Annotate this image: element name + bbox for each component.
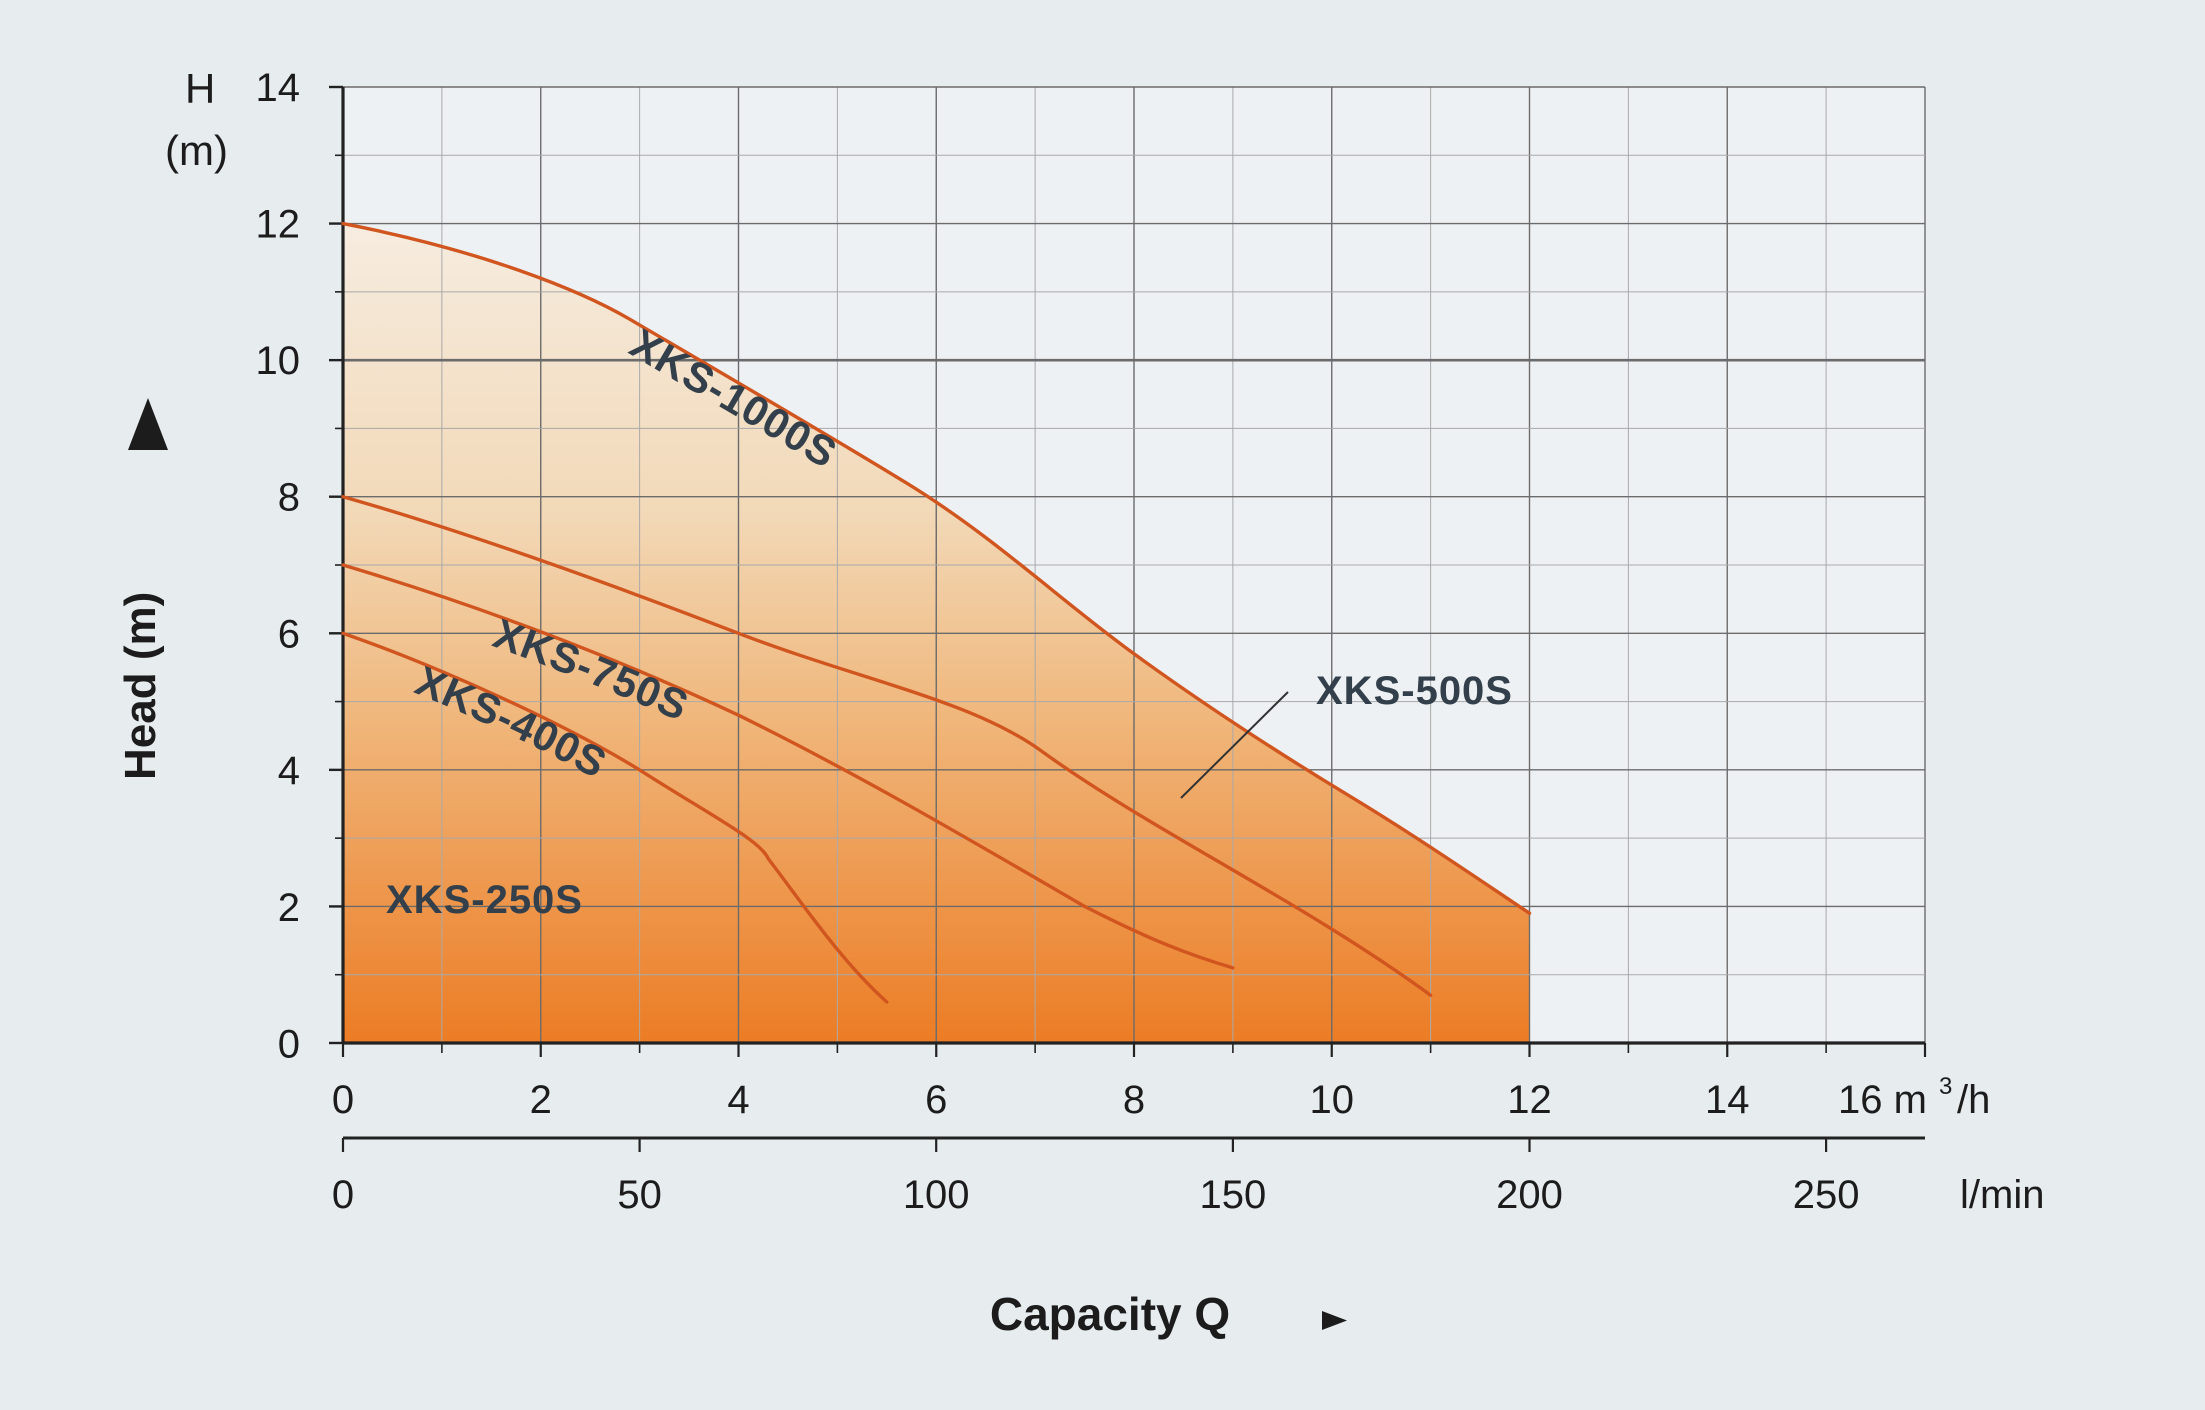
- svg-text:8: 8: [278, 476, 300, 520]
- svg-text:l/min: l/min: [1960, 1173, 2044, 1217]
- svg-text:14: 14: [1705, 1078, 1750, 1122]
- svg-text:0: 0: [332, 1078, 354, 1122]
- svg-text:Head (m): Head (m): [116, 592, 165, 780]
- svg-text:150: 150: [1200, 1173, 1267, 1217]
- svg-text:12: 12: [256, 203, 301, 247]
- svg-text:12: 12: [1507, 1078, 1552, 1122]
- svg-text:(m): (m): [165, 127, 228, 174]
- svg-text:4: 4: [278, 749, 300, 793]
- svg-text:200: 200: [1496, 1173, 1563, 1217]
- svg-text:3: 3: [1939, 1073, 1952, 1100]
- svg-text:10: 10: [256, 339, 301, 383]
- svg-text:6: 6: [925, 1078, 947, 1122]
- svg-text:0: 0: [332, 1173, 354, 1217]
- svg-text:0: 0: [278, 1023, 300, 1067]
- svg-text:H: H: [185, 65, 215, 112]
- svg-text:2: 2: [278, 886, 300, 930]
- svg-text:/h: /h: [1957, 1078, 1990, 1122]
- svg-text:14: 14: [256, 66, 301, 110]
- svg-text:XKS-250S: XKS-250S: [386, 878, 583, 922]
- svg-text:2: 2: [530, 1078, 552, 1122]
- svg-text:XKS-500S: XKS-500S: [1316, 669, 1513, 713]
- svg-text:16 m: 16 m: [1838, 1078, 1927, 1122]
- svg-text:100: 100: [903, 1173, 970, 1217]
- svg-text:10: 10: [1310, 1078, 1355, 1122]
- svg-text:4: 4: [727, 1078, 749, 1122]
- svg-text:8: 8: [1123, 1078, 1145, 1122]
- svg-text:50: 50: [617, 1173, 662, 1217]
- svg-text:6: 6: [278, 612, 300, 656]
- svg-text:Capacity Q: Capacity Q: [990, 1288, 1230, 1340]
- svg-text:250: 250: [1793, 1173, 1860, 1217]
